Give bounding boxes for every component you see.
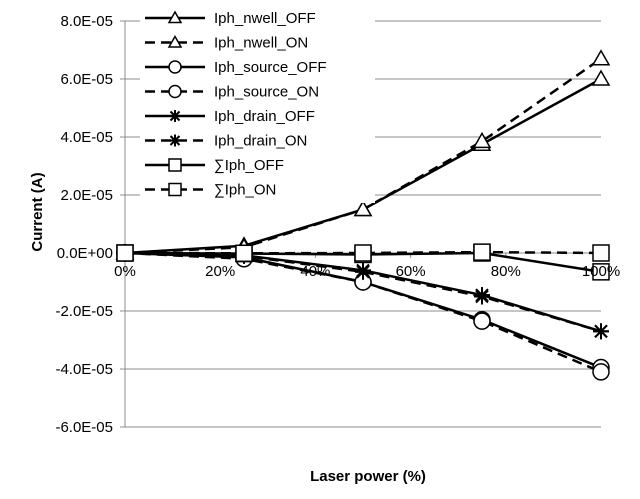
star-stroke — [169, 110, 181, 122]
star-marker — [355, 263, 371, 280]
x-axis-title: Laser power (%) — [310, 468, 426, 485]
star-marker — [474, 288, 490, 305]
series--iph-on — [116, 243, 610, 263]
legend-entry: Iph_drain_OFF — [145, 108, 315, 125]
circle-marker — [473, 312, 491, 330]
series-line — [124, 251, 602, 333]
x-tick-label: 60% — [396, 263, 426, 280]
circle-marker — [592, 363, 610, 381]
triangle-marker — [591, 69, 611, 86]
legend-label: ∑Iph_ON — [214, 182, 276, 199]
x-tick-label: 80% — [491, 263, 521, 280]
square-marker — [354, 244, 372, 262]
x-tick-label: 20% — [205, 263, 235, 280]
star-stroke — [169, 135, 181, 146]
star-stroke — [475, 289, 489, 304]
y-tick-label: -4.0E-05 — [55, 361, 113, 378]
legend-label: Iph_source_OFF — [214, 59, 327, 76]
x-tick-label: 0% — [114, 263, 136, 280]
square-marker — [235, 244, 253, 263]
y-tick-label: -6.0E-05 — [55, 419, 113, 436]
x-tick-label: 100% — [582, 263, 620, 280]
series — [115, 49, 611, 381]
square-marker — [592, 244, 610, 262]
square-marker — [168, 158, 182, 172]
y-tick-label: 6.0E-05 — [60, 71, 113, 88]
y-tick-label: 8.0E-05 — [60, 13, 113, 30]
triangle-marker — [167, 34, 183, 48]
legend-entry: Iph_source_OFF — [145, 59, 327, 76]
legend-label: Iph_drain_OFF — [214, 108, 315, 125]
legend-label: Iph_nwell_ON — [214, 35, 308, 52]
square-marker — [473, 243, 491, 261]
star-marker — [593, 323, 609, 340]
star-marker — [169, 134, 181, 147]
triangle-marker — [591, 49, 611, 66]
legend-entry: ∑Iph_OFF — [145, 157, 284, 174]
legend-entry: ∑Iph_ON — [145, 182, 276, 199]
y-tick-label: 2.0E-05 — [60, 187, 113, 204]
tick-labels: 8.0E-05 6.0E-05 4.0E-05 2.0E-05 0.0E+00 -2.0E… — [55, 13, 620, 436]
y-tick-label: -2.0E-05 — [55, 303, 113, 320]
square-marker — [116, 244, 134, 262]
legend: Iph_nwell_OFF Iph_nwell_ON Iph_source_OFF I… — [140, 5, 375, 203]
triangle-marker — [472, 131, 492, 149]
legend-label: Iph_nwell_OFF — [214, 10, 316, 27]
y-axis-title: Current (A) — [29, 172, 46, 251]
star-stroke — [356, 265, 370, 279]
triangle-marker — [353, 199, 373, 217]
legend-entry: Iph_source_ON — [145, 84, 319, 101]
star-marker — [169, 110, 181, 122]
square-marker — [168, 182, 182, 197]
legend-entry: Iph_drain_ON — [145, 133, 307, 150]
x-tick-label: 40% — [300, 263, 330, 280]
legend-label: Iph_drain_ON — [214, 133, 307, 150]
legend-entry: Iph_nwell_ON — [145, 35, 308, 52]
legend-label: ∑Iph_OFF — [214, 157, 284, 174]
legend-entry: Iph_nwell_OFF — [145, 10, 316, 27]
circle-marker — [168, 60, 182, 74]
triangle-marker — [167, 10, 183, 24]
y-tick-label: 4.0E-05 — [60, 129, 113, 146]
square-marker — [592, 263, 610, 281]
legend-label: Iph_source_ON — [214, 84, 319, 101]
circle-marker — [168, 84, 182, 99]
star-stroke — [594, 324, 608, 339]
y-tick-label: 0.0E+00 — [57, 245, 113, 262]
